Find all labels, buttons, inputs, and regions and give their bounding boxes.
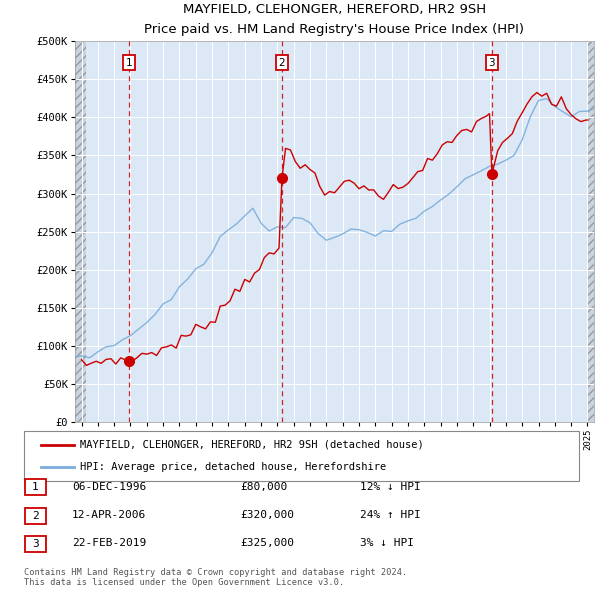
Bar [75, 41, 86, 422]
Text: 3: 3 [32, 539, 39, 549]
Text: 3: 3 [488, 58, 495, 68]
Text: £325,000: £325,000 [240, 539, 294, 548]
Text: £80,000: £80,000 [240, 482, 287, 491]
FancyBboxPatch shape [25, 536, 46, 552]
Text: 22-FEB-2019: 22-FEB-2019 [72, 539, 146, 548]
Bar [587, 41, 594, 422]
FancyBboxPatch shape [25, 479, 46, 496]
Text: 24% ↑ HPI: 24% ↑ HPI [360, 510, 421, 520]
Text: 2: 2 [32, 511, 39, 520]
Text: 1: 1 [32, 483, 39, 492]
Text: Contains HM Land Registry data © Crown copyright and database right 2024.
This d: Contains HM Land Registry data © Crown c… [24, 568, 407, 587]
Text: 12% ↓ HPI: 12% ↓ HPI [360, 482, 421, 491]
Text: HPI: Average price, detached house, Herefordshire: HPI: Average price, detached house, Here… [79, 462, 386, 472]
Bar [587, 41, 594, 422]
Text: 06-DEC-1996: 06-DEC-1996 [72, 482, 146, 491]
Title: MAYFIELD, CLEHONGER, HEREFORD, HR2 9SH
Price paid vs. HM Land Registry's House P: MAYFIELD, CLEHONGER, HEREFORD, HR2 9SH P… [145, 3, 524, 36]
FancyBboxPatch shape [25, 507, 46, 524]
Bar [75, 41, 86, 422]
Text: MAYFIELD, CLEHONGER, HEREFORD, HR2 9SH (detached house): MAYFIELD, CLEHONGER, HEREFORD, HR2 9SH (… [79, 440, 423, 450]
Text: 3% ↓ HPI: 3% ↓ HPI [360, 539, 414, 548]
Text: £320,000: £320,000 [240, 510, 294, 520]
Text: 1: 1 [126, 58, 133, 68]
FancyBboxPatch shape [24, 431, 579, 481]
Text: 2: 2 [278, 58, 285, 68]
Text: 12-APR-2006: 12-APR-2006 [72, 510, 146, 520]
